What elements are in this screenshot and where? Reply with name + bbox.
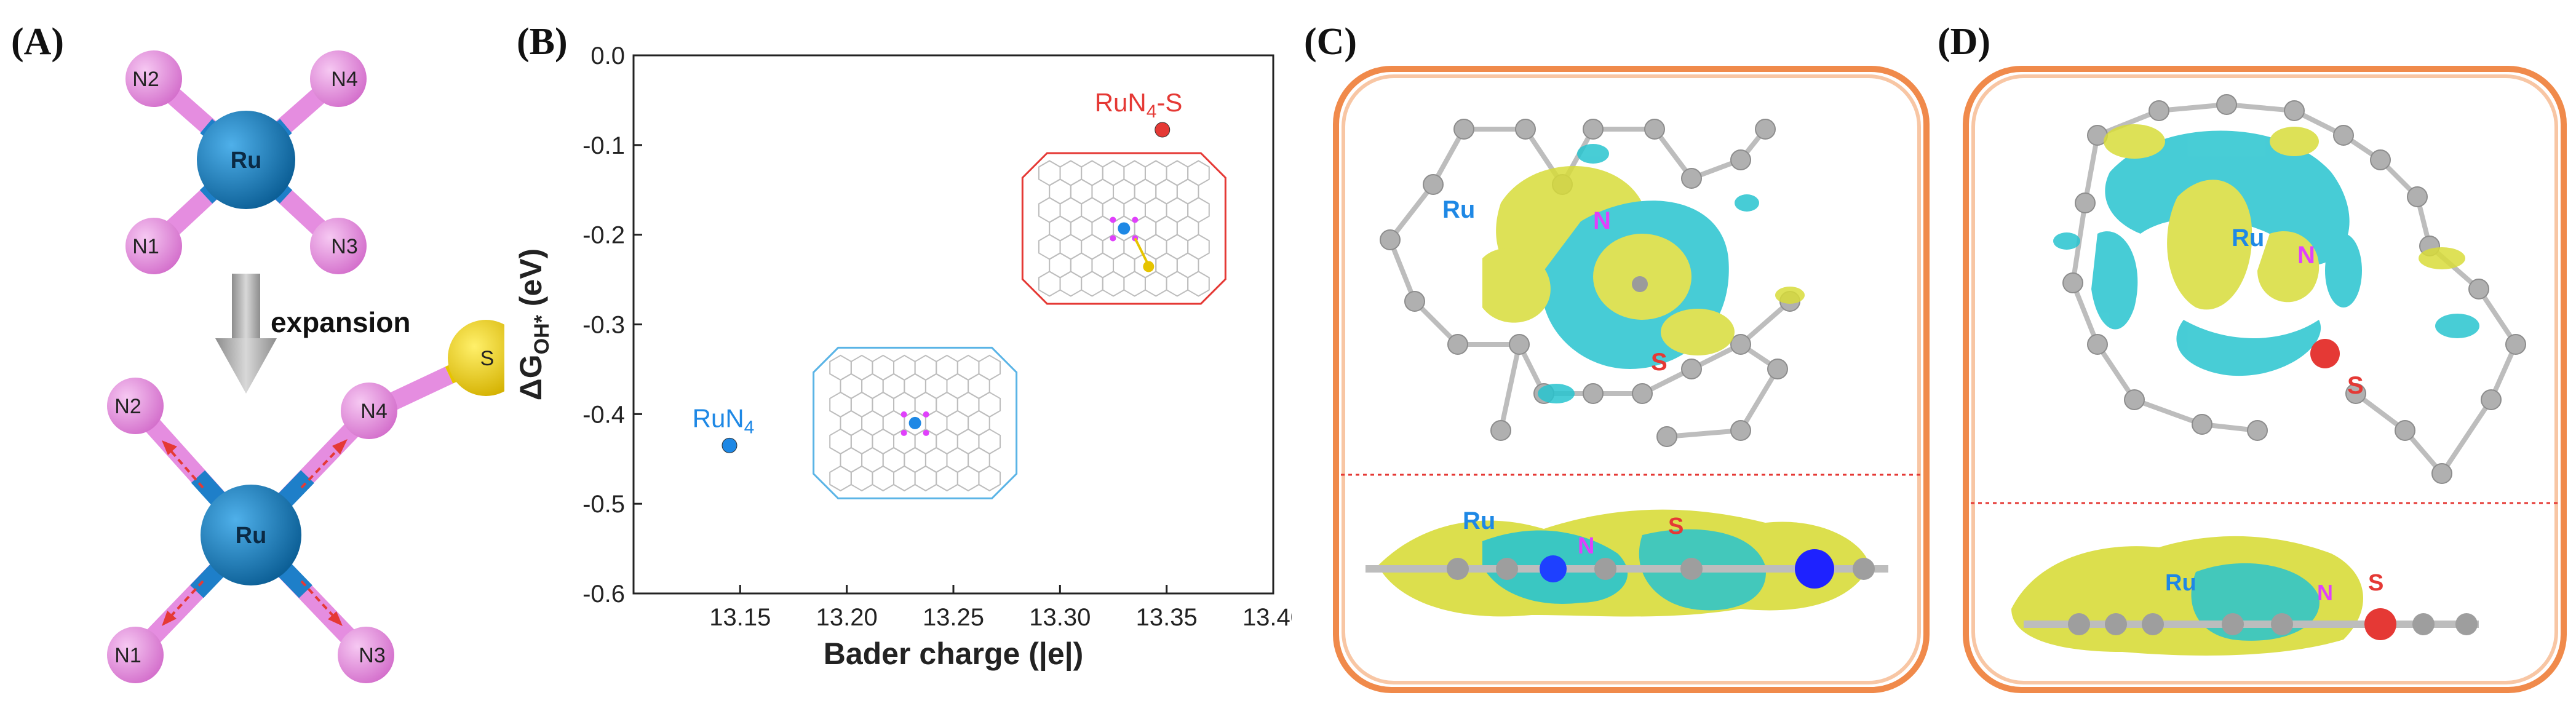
top-n4-label: N4 xyxy=(331,68,357,91)
panel-c-side-s-label: S xyxy=(1668,514,1684,539)
bottom-ru-atom xyxy=(201,485,301,585)
runn4-s-point-label: RuN4-S xyxy=(1095,88,1183,122)
runn4-point-label: RuN4 xyxy=(693,403,755,437)
bottom-n3-label: N3 xyxy=(359,644,385,667)
runn4-s-point xyxy=(1155,122,1171,138)
scatter-chart: 13.15 13.20 13.25 13.30 13.35 13.40 0.0 -0.1 -0.… xyxy=(517,42,1292,672)
panel-d-side-n-label: N xyxy=(2317,580,2333,605)
y-tick-label: -0.6 xyxy=(582,581,625,608)
panel-d-side-s-label: S xyxy=(2368,570,2383,596)
expansion-arrow xyxy=(215,274,277,394)
top-n1-label: N1 xyxy=(132,235,159,258)
y-tick-label: -0.4 xyxy=(582,401,625,428)
panel-c-side-n-label: N xyxy=(1578,533,1594,559)
x-tick-label: 13.35 xyxy=(1136,604,1198,631)
panel-c-side-view xyxy=(1366,509,1888,617)
panel-a-structure: (A) Ru N2 N4 N1 N3 expansion xyxy=(11,21,504,683)
top-n2-label: N2 xyxy=(132,68,159,91)
panel-d-charge-density: (D) Ru N S Ru N S xyxy=(1938,21,2567,693)
y-tick-label: -0.5 xyxy=(582,491,625,518)
y-tick-label: -0.2 xyxy=(582,222,625,249)
runn4-point xyxy=(722,437,737,453)
x-tick-label: 13.15 xyxy=(709,604,771,631)
y-tick-label: -0.3 xyxy=(582,312,625,339)
panel-c-lattice xyxy=(1380,119,1800,447)
panel-d-lattice xyxy=(2062,94,2526,484)
x-tick-label: 13.40 xyxy=(1242,604,1292,631)
top-ru-label: Ru xyxy=(231,148,262,173)
bottom-ru-n4-s-bonds xyxy=(131,349,490,659)
panel-a-label: (A) xyxy=(11,21,64,63)
expansion-dashed-arrows xyxy=(162,439,348,626)
runn4-structure-inset xyxy=(813,346,1018,499)
y-tick-label: -0.1 xyxy=(582,132,625,159)
panel-d-side-view xyxy=(2011,536,2479,656)
y-axis-label: ΔGOH* (eV) xyxy=(517,248,554,400)
sulfur-atom xyxy=(448,320,504,396)
panel-d-label: (D) xyxy=(1938,21,1990,63)
panel-b-label: (B) xyxy=(517,21,568,63)
runn4-s-structure-inset xyxy=(1021,152,1226,305)
x-tick-label: 13.20 xyxy=(816,604,878,631)
panel-c-side-ru-label: Ru xyxy=(1463,507,1495,534)
panel-d-sulfur xyxy=(2310,339,2340,368)
panel-c-charge-density: (C) Ru N S Ru N S xyxy=(1304,21,1930,693)
expansion-label: expansion xyxy=(271,306,411,338)
bottom-n2-label: N2 xyxy=(114,395,141,418)
bottom-atoms xyxy=(107,320,504,683)
panel-c-ru-label: Ru xyxy=(1442,196,1475,223)
top-n-atoms xyxy=(125,50,367,274)
panel-b-chart: (B) 13.15 13.20 13.25 13.30 13.35 13.40 0.0 -0.… xyxy=(517,21,1292,672)
panel-d-isosurfaces xyxy=(2053,124,2479,376)
panel-d-ru-label: Ru xyxy=(2232,224,2264,252)
panel-d-side-ru-label: Ru xyxy=(2165,570,2196,596)
panel-d-frame xyxy=(1963,66,2567,693)
bottom-n1-label: N1 xyxy=(114,644,141,667)
plot-frame xyxy=(632,54,1274,595)
bottom-ru-label: Ru xyxy=(236,523,267,549)
bottom-n4-label: N4 xyxy=(360,400,387,423)
x-axis-label: Bader charge (|e|) xyxy=(824,637,1084,672)
top-n3-label: N3 xyxy=(331,235,357,258)
panel-d-n-label: N xyxy=(2297,242,2315,269)
x-tick-label: 13.30 xyxy=(1029,604,1091,631)
panel-c-s-label: S xyxy=(1651,349,1668,376)
panel-d-s-label: S xyxy=(2347,372,2364,399)
bottom-s-label: S xyxy=(480,347,495,370)
panel-c-label: (C) xyxy=(1304,21,1357,63)
x-tick-label: 13.25 xyxy=(923,604,984,631)
y-tick-label: 0.0 xyxy=(590,42,625,69)
top-ru-atom xyxy=(197,111,295,209)
panel-c-n-label: N xyxy=(1593,207,1611,234)
